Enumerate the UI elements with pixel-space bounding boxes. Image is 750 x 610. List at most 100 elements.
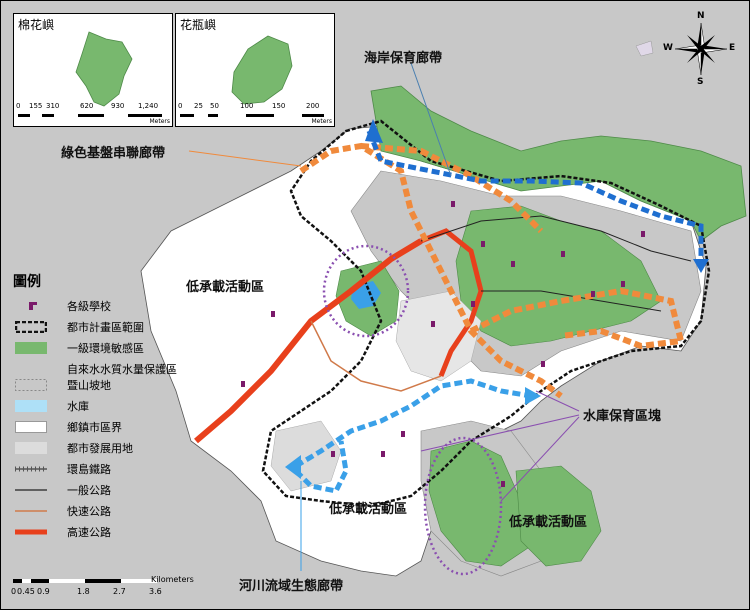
pointer-reservoir-1 xyxy=(535,390,580,412)
reservoir-swatch xyxy=(15,400,47,412)
highway-swatch xyxy=(15,529,47,535)
island-northeast xyxy=(635,40,654,57)
legend-label: 快速公路 xyxy=(67,505,111,518)
scale-tick: 25 xyxy=(194,102,203,110)
sensitive-swatch xyxy=(15,342,47,354)
low-activity-zone-ellipse-south xyxy=(423,436,503,576)
label-river-corridor: 河川流域生態廊帶 xyxy=(239,579,344,594)
label-coastal-corridor: 海岸保育廊帶 xyxy=(364,51,443,66)
river-corridor-south xyxy=(294,440,349,494)
legend-label: 水庫 xyxy=(67,400,89,413)
legend-item-sensitive: 一級環境敏感區 xyxy=(9,339,209,360)
legend-label: 一級環境敏感區 xyxy=(67,342,144,355)
scale-tick: 2.7 xyxy=(113,587,126,596)
river-corridor-arrow-east xyxy=(525,387,541,405)
scale-tick: 310 xyxy=(46,102,60,110)
inset-map-1: 棉花嶼 0 155 310 620 930 1,240 Meters xyxy=(13,13,173,127)
inset-scale-labels: 0 25 50 100 150 200 xyxy=(178,102,334,114)
legend-item-reservoir: 水庫 xyxy=(9,397,209,418)
scale-tick: 930 xyxy=(111,102,125,110)
legend-label: 暨山坡地 xyxy=(67,379,111,392)
expressway xyxy=(310,320,442,392)
legend: 圖例 各級學校 都市計畫區範圍 一級環境敏感區 自來水水質水量保護區 暨山坡地 … xyxy=(9,271,209,544)
river-corridor-arrow-west xyxy=(285,455,301,479)
legend-item-highway: 高速公路 xyxy=(9,523,209,544)
urban-dev-swatch xyxy=(15,442,47,454)
north-label: N xyxy=(697,11,705,21)
legend-label: 自來水水質水量保護區 xyxy=(67,363,177,376)
scale-tick: 0.9 xyxy=(37,587,50,596)
scale-bar-labels: 0 0.45 0.9 1.8 2.7 3.6 xyxy=(11,587,211,599)
inset-title: 棉花嶼 xyxy=(18,18,55,32)
island-shape xyxy=(18,31,162,117)
school-markers xyxy=(241,201,645,487)
green-corridor-east xyxy=(469,287,685,350)
legend-item-railway: 環島鐵路 xyxy=(9,460,209,481)
scale-tick: 1,240 xyxy=(138,102,159,110)
legend-item-slope: 暨山坡地 xyxy=(9,376,209,397)
legend-item-protection: 自來水水質水量保護區 xyxy=(9,360,209,376)
general-road xyxy=(420,215,692,312)
scale-tick: 0 xyxy=(16,102,21,110)
sensitive-area-south xyxy=(428,440,532,567)
scale-tick: 3.6 xyxy=(149,587,162,596)
island-shape xyxy=(180,35,324,117)
protection-swatch xyxy=(15,363,47,375)
scale-tick: 100 xyxy=(240,102,254,110)
urban-plan-boundary xyxy=(261,119,711,508)
legend-label: 鄉鎮市區界 xyxy=(67,421,122,434)
label-reservoir-block: 水庫保育區塊 xyxy=(583,409,662,424)
south-label: S xyxy=(697,77,704,87)
legend-item-urban-dev: 都市發展用地 xyxy=(9,439,209,460)
expressway-swatch xyxy=(15,510,47,512)
scale-tick: 200 xyxy=(306,102,320,110)
legend-item-expressway: 快速公路 xyxy=(9,502,209,523)
west-label: W xyxy=(663,43,673,53)
coastal-corridor xyxy=(366,130,704,256)
scale-tick: 150 xyxy=(272,102,286,110)
scale-tick: 0 xyxy=(178,102,183,110)
low-activity-zone-ellipse-west xyxy=(322,244,410,338)
legend-label: 一般公路 xyxy=(67,484,111,497)
pointer-reservoir-2 xyxy=(420,414,580,452)
scale-bar-graphic xyxy=(13,579,157,583)
scale-bar: 0 0.45 0.9 1.8 2.7 3.6 Kilometers xyxy=(11,575,211,603)
legend-label: 高速公路 xyxy=(67,526,111,539)
pointer-green xyxy=(188,150,302,167)
legend-item-urban-plan: 都市計畫區範圍 xyxy=(9,318,209,339)
legend-label: 各級學校 xyxy=(67,300,111,313)
legend-title: 圖例 xyxy=(13,274,41,290)
north-arrow: N S W E xyxy=(663,11,735,87)
boundary-swatch xyxy=(15,321,47,333)
scale-tick: 0.45 xyxy=(17,587,35,596)
label-low-activity-southeast: 低承載活動區 xyxy=(509,515,588,530)
label-green-corridor: 綠色基盤串聯廊帶 xyxy=(61,146,166,161)
legend-label: 環島鐵路 xyxy=(67,463,111,476)
river-corridor xyxy=(294,378,532,469)
compass-rose-icon xyxy=(674,22,728,76)
railway-swatch xyxy=(15,466,47,472)
legend-item-district: 鄉鎮市區界 xyxy=(9,418,209,439)
urban-area-southwest xyxy=(270,420,342,492)
scale-tick: 1.8 xyxy=(77,587,90,596)
pointer-coastal xyxy=(410,62,452,177)
inset-title: 花瓶嶼 xyxy=(180,18,217,32)
district-swatch xyxy=(15,421,47,433)
label-low-activity-west: 低承載活動區 xyxy=(186,280,265,295)
legend-label: 都市計畫區範圍 xyxy=(67,321,144,334)
school-icon xyxy=(29,302,37,310)
scale-unit: Meters xyxy=(311,118,332,125)
coastal-corridor-arrow-east xyxy=(693,259,709,273)
scale-unit: Meters xyxy=(149,118,170,125)
scale-tick: 0 xyxy=(11,587,17,596)
green-corridor-main xyxy=(299,142,563,399)
legend-item-school: 各級學校 xyxy=(9,297,209,318)
scale-tick: 50 xyxy=(210,102,219,110)
scale-tick: 155 xyxy=(29,102,43,110)
scale-unit: Kilometers xyxy=(151,575,194,584)
scale-tick: 620 xyxy=(80,102,94,110)
inset-map-2: 花瓶嶼 0 25 50 100 150 200 Meters xyxy=(175,13,335,127)
label-low-activity-south: 低承載活動區 xyxy=(329,502,408,517)
coastal-corridor-arrow-west xyxy=(365,119,383,143)
